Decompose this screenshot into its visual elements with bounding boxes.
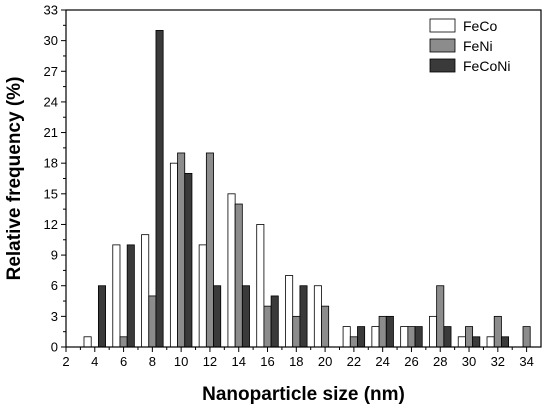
- y-tick-label: 12: [44, 217, 58, 232]
- y-tick-label: 15: [44, 186, 58, 201]
- bar-feco-4: [83, 336, 92, 348]
- x-tick-label: 24: [375, 354, 389, 369]
- bar-feco-18: [285, 275, 294, 348]
- bar-feni-22: [349, 336, 358, 348]
- bar-feconi-12: [213, 285, 222, 348]
- bar-feco-10: [169, 162, 178, 348]
- bar-feconi-16: [270, 295, 279, 348]
- y-tick-label: 30: [44, 33, 58, 48]
- x-tick-label: 30: [462, 354, 476, 369]
- bar-feconi-10: [184, 172, 193, 348]
- bar-feco-22: [342, 326, 351, 348]
- bar-feconi-8: [155, 30, 164, 348]
- legend-label-feni: FeNi: [463, 38, 493, 54]
- series-feni: [119, 152, 531, 348]
- x-tick-label: 8: [149, 354, 156, 369]
- bar-feni-32: [493, 315, 502, 348]
- bar-feco-8: [141, 234, 150, 348]
- legend-swatch-feconi: [429, 58, 456, 73]
- bars-layer: [83, 30, 531, 348]
- x-tick-label: 22: [347, 354, 361, 369]
- bar-feco-32: [486, 336, 495, 348]
- bar-feni-26: [407, 326, 416, 348]
- bar-feni-34: [522, 326, 531, 348]
- bar-feco-30: [457, 336, 466, 348]
- series-feconi: [97, 30, 510, 348]
- x-tick-label: 16: [260, 354, 274, 369]
- x-tick-label: 12: [203, 354, 217, 369]
- bar-feco-26: [400, 326, 409, 348]
- bar-feconi-32: [501, 336, 510, 348]
- bar-feconi-24: [385, 315, 394, 348]
- bar-feconi-4: [97, 285, 106, 348]
- bar-feconi-30: [472, 336, 481, 348]
- legend-swatch-feco: [429, 18, 456, 33]
- bar-feni-12: [205, 152, 214, 348]
- bar-feco-6: [112, 244, 121, 348]
- legend-label-feconi: FeCoNi: [463, 58, 510, 74]
- y-tick-label: 6: [51, 278, 58, 293]
- bar-feni-30: [465, 326, 474, 348]
- bar-feni-10: [177, 152, 186, 348]
- x-tick-label: 34: [519, 354, 533, 369]
- x-tick-label: 10: [174, 354, 188, 369]
- y-tick-label: 0: [51, 340, 58, 355]
- y-tick-label: 21: [44, 125, 58, 140]
- x-tick-label: 4: [91, 354, 98, 369]
- y-axis-title: Relative frequency (%): [4, 77, 25, 281]
- axes-layer: 2 4 6 8 10 12 14 16 18 20 22 24 26 28 30 32 340369121518…: [44, 3, 542, 369]
- y-tick-label: 33: [44, 3, 58, 18]
- x-tick-label: 14: [231, 354, 245, 369]
- x-tick-label: 28: [433, 354, 447, 369]
- x-tick-label: 18: [289, 354, 303, 369]
- bar-feni-20: [321, 305, 330, 348]
- bar-feconi-18: [299, 285, 308, 348]
- legend-swatch-feni: [429, 38, 456, 53]
- bar-feni-14: [234, 203, 243, 348]
- bar-feni-8: [148, 295, 157, 348]
- bar-feni-24: [378, 315, 387, 348]
- bar-feconi-6: [126, 244, 135, 348]
- series-feco: [83, 162, 495, 348]
- bar-feni-28: [436, 285, 445, 348]
- bar-feco-14: [227, 193, 236, 348]
- x-tick-label: 2: [62, 354, 69, 369]
- bar-feconi-22: [357, 326, 366, 348]
- bar-feni-6: [119, 336, 128, 348]
- y-tick-label: 24: [44, 94, 58, 109]
- y-tick-label: 18: [44, 156, 58, 171]
- bar-feconi-14: [241, 285, 250, 348]
- y-tick-label: 27: [44, 64, 58, 79]
- bar-feni-18: [292, 315, 301, 348]
- legend-label-feco: FeCo: [463, 18, 497, 34]
- bar-feconi-26: [414, 326, 423, 348]
- bar-feni-16: [263, 305, 272, 348]
- bar-feco-12: [198, 244, 207, 348]
- x-axis-title: Nanoparticle size (nm): [202, 384, 405, 405]
- bar-feco-20: [313, 285, 322, 348]
- x-tick-label: 26: [404, 354, 418, 369]
- bar-feconi-28: [443, 326, 452, 348]
- bar-feco-16: [256, 224, 265, 348]
- x-tick-label: 20: [318, 354, 332, 369]
- x-tick-label: 6: [120, 354, 127, 369]
- x-tick-label: 32: [491, 354, 505, 369]
- legend: FeCo FeNi FeCoNi: [429, 18, 510, 74]
- y-tick-label: 3: [51, 309, 58, 324]
- bar-feco-24: [371, 326, 380, 348]
- bar-feco-28: [429, 315, 438, 348]
- y-tick-label: 9: [51, 248, 58, 263]
